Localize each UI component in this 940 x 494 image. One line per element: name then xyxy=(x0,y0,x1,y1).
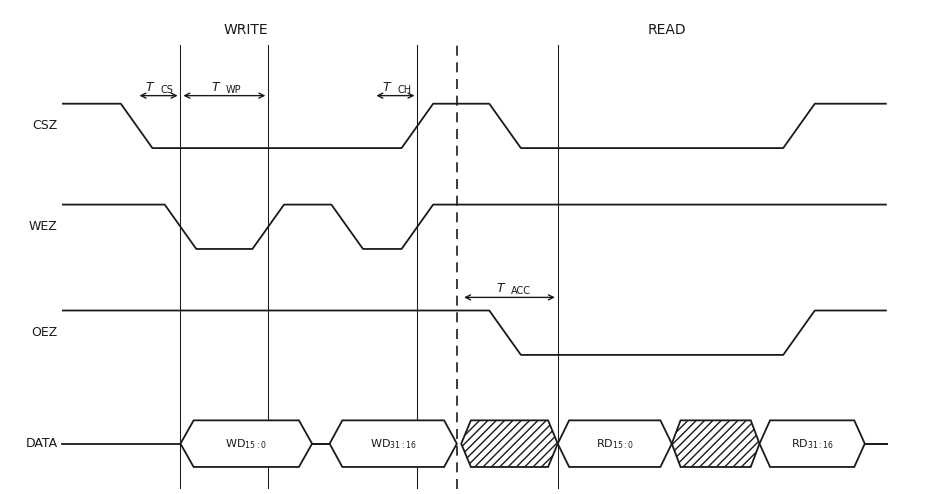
Text: CSZ: CSZ xyxy=(32,120,57,132)
Polygon shape xyxy=(672,420,760,467)
Text: WP: WP xyxy=(227,84,242,95)
Text: WD$_{15:0}$: WD$_{15:0}$ xyxy=(226,437,267,451)
Text: ACC: ACC xyxy=(511,287,531,296)
Text: $T$: $T$ xyxy=(212,81,222,93)
Text: WEZ: WEZ xyxy=(29,220,57,233)
Polygon shape xyxy=(557,420,672,467)
Polygon shape xyxy=(180,420,312,467)
Polygon shape xyxy=(462,420,557,467)
Text: CH: CH xyxy=(398,84,412,95)
Text: WRITE: WRITE xyxy=(224,23,269,37)
Text: $T$: $T$ xyxy=(496,283,507,295)
Text: $T$: $T$ xyxy=(146,81,156,93)
Text: RD$_{31:16}$: RD$_{31:16}$ xyxy=(791,437,834,451)
Text: $T$: $T$ xyxy=(383,81,393,93)
Polygon shape xyxy=(330,420,457,467)
Text: OEZ: OEZ xyxy=(31,326,57,339)
Text: READ: READ xyxy=(648,23,687,37)
Text: WD$_{31:16}$: WD$_{31:16}$ xyxy=(370,437,416,451)
Text: CS: CS xyxy=(161,84,173,95)
Polygon shape xyxy=(760,420,865,467)
Text: DATA: DATA xyxy=(25,437,57,450)
Text: RD$_{15:0}$: RD$_{15:0}$ xyxy=(596,437,634,451)
